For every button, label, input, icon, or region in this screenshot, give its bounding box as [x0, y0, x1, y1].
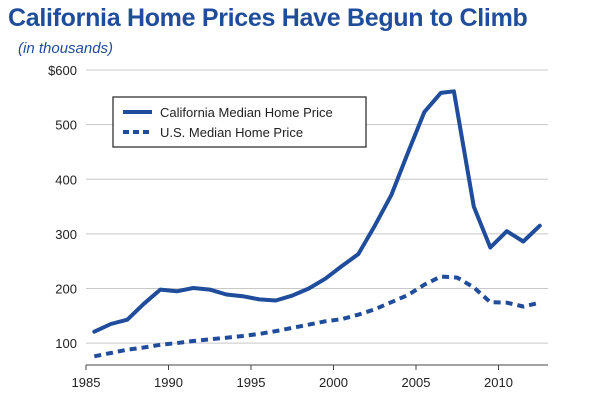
legend-box: [112, 96, 367, 148]
x-tick-label: 1985: [72, 375, 101, 390]
x-axis-ticks: 1985 1990 1995 2000 2005 2010: [72, 365, 513, 390]
legend: California Median Home Price U.S. Median…: [112, 96, 367, 148]
x-tick-label: 1990: [154, 375, 183, 390]
legend-label-california: California Median Home Price: [160, 105, 333, 120]
y-tick-label: $600: [48, 63, 77, 78]
x-tick-label: 2005: [402, 375, 431, 390]
y-tick-label: 300: [55, 227, 77, 242]
x-tick-label: 2010: [484, 375, 513, 390]
series-line-us: [93, 274, 541, 359]
y-tick-label: 500: [55, 118, 77, 133]
y-tick-label: 100: [55, 336, 77, 351]
y-tick-label: 400: [55, 172, 77, 187]
y-tick-label: 200: [55, 282, 77, 297]
x-tick-label: 1995: [237, 375, 266, 390]
chart-title: California Home Prices Have Begun to Cli…: [8, 4, 528, 32]
series-line-california: [92, 89, 542, 334]
chart-subtitle: (in thousands): [18, 40, 114, 57]
legend-label-us: U.S. Median Home Price: [160, 125, 303, 140]
series-lines: [92, 89, 542, 359]
x-tick-label: 2000: [319, 375, 348, 390]
y-axis-ticks: $600 500 400 300 200 100: [48, 63, 77, 351]
